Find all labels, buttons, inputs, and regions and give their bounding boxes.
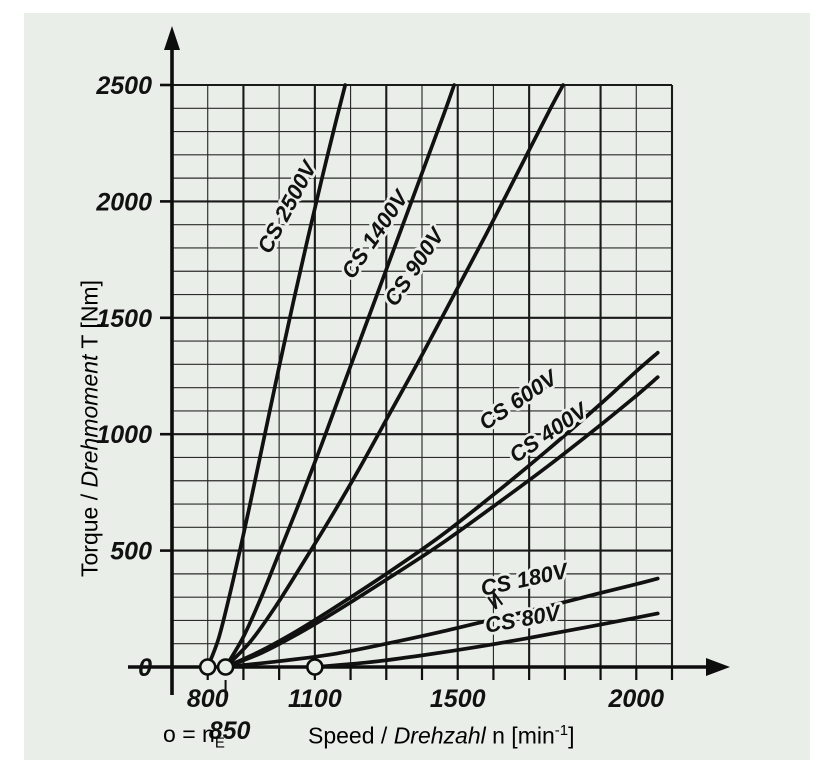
engagement-markers (198, 658, 324, 676)
y-tick-label-2000: 2000 (95, 188, 152, 216)
y-tick-label-500: 500 (110, 538, 152, 566)
x-tick-label-1100: 1100 (288, 685, 342, 713)
y-tick-label-0: 0 (138, 654, 152, 682)
curve-cs-2500v (205, 83, 348, 669)
x-tick-label-800: 800 (187, 685, 229, 713)
curve-cs-180v (223, 576, 660, 669)
engagement-marker-850 (216, 658, 235, 676)
series-curves (205, 83, 660, 669)
grid-minor-lines (172, 85, 672, 667)
x-tick-label-1500: 1500 (430, 685, 486, 713)
curve-cs-80v (313, 611, 660, 669)
axis-lines (128, 26, 730, 701)
y-tick-label-2500: 2500 (95, 72, 152, 100)
series-label-cs-900v: CS 900V (379, 222, 450, 311)
engagement-marker-800 (198, 658, 217, 676)
engagement-marker-1100 (306, 658, 324, 676)
series-label-cs-2500v: CS 2500V (252, 155, 322, 257)
series-label-cs-180v: CS 180V (478, 557, 572, 600)
y-tick-label-1000: 1000 (96, 421, 152, 449)
x-tick-label-850: 850 (209, 717, 251, 745)
curve-cs-600v (223, 350, 660, 669)
y-tick-label-1500: 1500 (96, 305, 152, 333)
x-tick-label-2000: 2000 (607, 685, 664, 713)
curve-cs-1400v (223, 83, 456, 669)
tick-labels: 0 500 1000 1500 2000 2500 800 1100 1500 2000 850 (95, 72, 664, 745)
curve-cs-900v (223, 83, 565, 669)
cs-180v-leader-line (487, 591, 504, 610)
curve-cs-400v (223, 375, 660, 669)
